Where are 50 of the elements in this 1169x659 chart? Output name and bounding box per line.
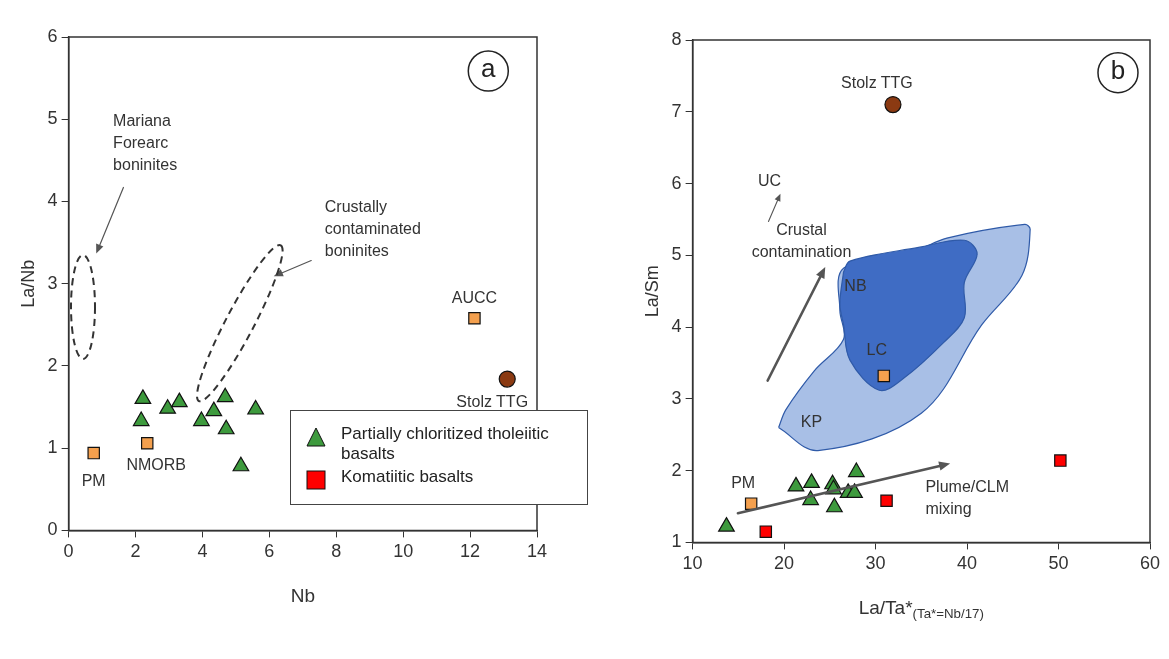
y-tick-label: 3	[671, 387, 682, 408]
y-tick-label: 8	[671, 28, 682, 49]
y-tick-label: 4	[47, 190, 58, 211]
annotation: Crustal contamination	[751, 220, 852, 260]
y-tick-label: 6	[47, 25, 58, 46]
annotation: Crustally contaminated boninites	[324, 198, 421, 260]
annotation: AUCC	[451, 288, 498, 306]
y-tick-label: 4	[671, 316, 682, 337]
x-tick-label: 2	[130, 541, 141, 562]
annotation: PM	[731, 474, 756, 492]
x-tick-label: 8	[331, 541, 342, 562]
x-tick-label: 30	[865, 553, 886, 574]
x-tick-label: 14	[526, 541, 548, 562]
annotation: KP	[800, 413, 823, 431]
x-tick-label: 6	[264, 541, 275, 562]
y-axis-title: La/Nb	[17, 259, 38, 308]
annotation: Stolz TTG	[456, 393, 529, 411]
y-tick-label: 7	[671, 100, 682, 121]
legend-label: Komatiitic basalts	[341, 467, 474, 487]
x-tick-label: 0	[63, 541, 74, 562]
annotation: NB	[844, 277, 867, 295]
y-tick-label: 5	[47, 108, 58, 129]
annotation: Mariana Forearc boninites	[113, 111, 178, 173]
x-tick-label: 10	[393, 541, 414, 562]
x-tick-label: 12	[460, 541, 481, 562]
x-tick-label: 40	[957, 553, 978, 574]
x-tick-label: 20	[774, 553, 795, 574]
y-tick-label: 1	[671, 531, 682, 552]
x-tick-label: 10	[682, 553, 703, 574]
annotation: Stolz TTG	[841, 74, 913, 91]
annotation: NMORB	[126, 455, 187, 473]
y-tick-label: 0	[47, 519, 58, 540]
y-tick-label: 6	[671, 172, 682, 193]
y-tick-label: 1	[47, 437, 58, 458]
annotation: UC	[757, 171, 782, 189]
y-tick-label: 5	[671, 244, 682, 265]
annotation: PM	[81, 471, 106, 489]
x-tick-label: 4	[197, 541, 208, 562]
annotation: b	[1110, 54, 1126, 85]
y-axis-title: La/Sm	[641, 265, 662, 318]
y-tick-label: 3	[47, 272, 58, 293]
y-tick-label: 2	[47, 354, 58, 375]
legend-label: Partially chloritized tholeiitic basalts	[341, 424, 550, 464]
x-tick-label: 50	[1048, 553, 1069, 574]
annotation: Plume/CLM mixing	[925, 478, 1009, 518]
annotation: a	[481, 53, 497, 84]
x-tick-label: 60	[1139, 553, 1161, 574]
annotation: LC	[866, 341, 888, 359]
y-tick-label: 2	[671, 459, 682, 480]
x-axis-title: Nb	[290, 585, 315, 607]
